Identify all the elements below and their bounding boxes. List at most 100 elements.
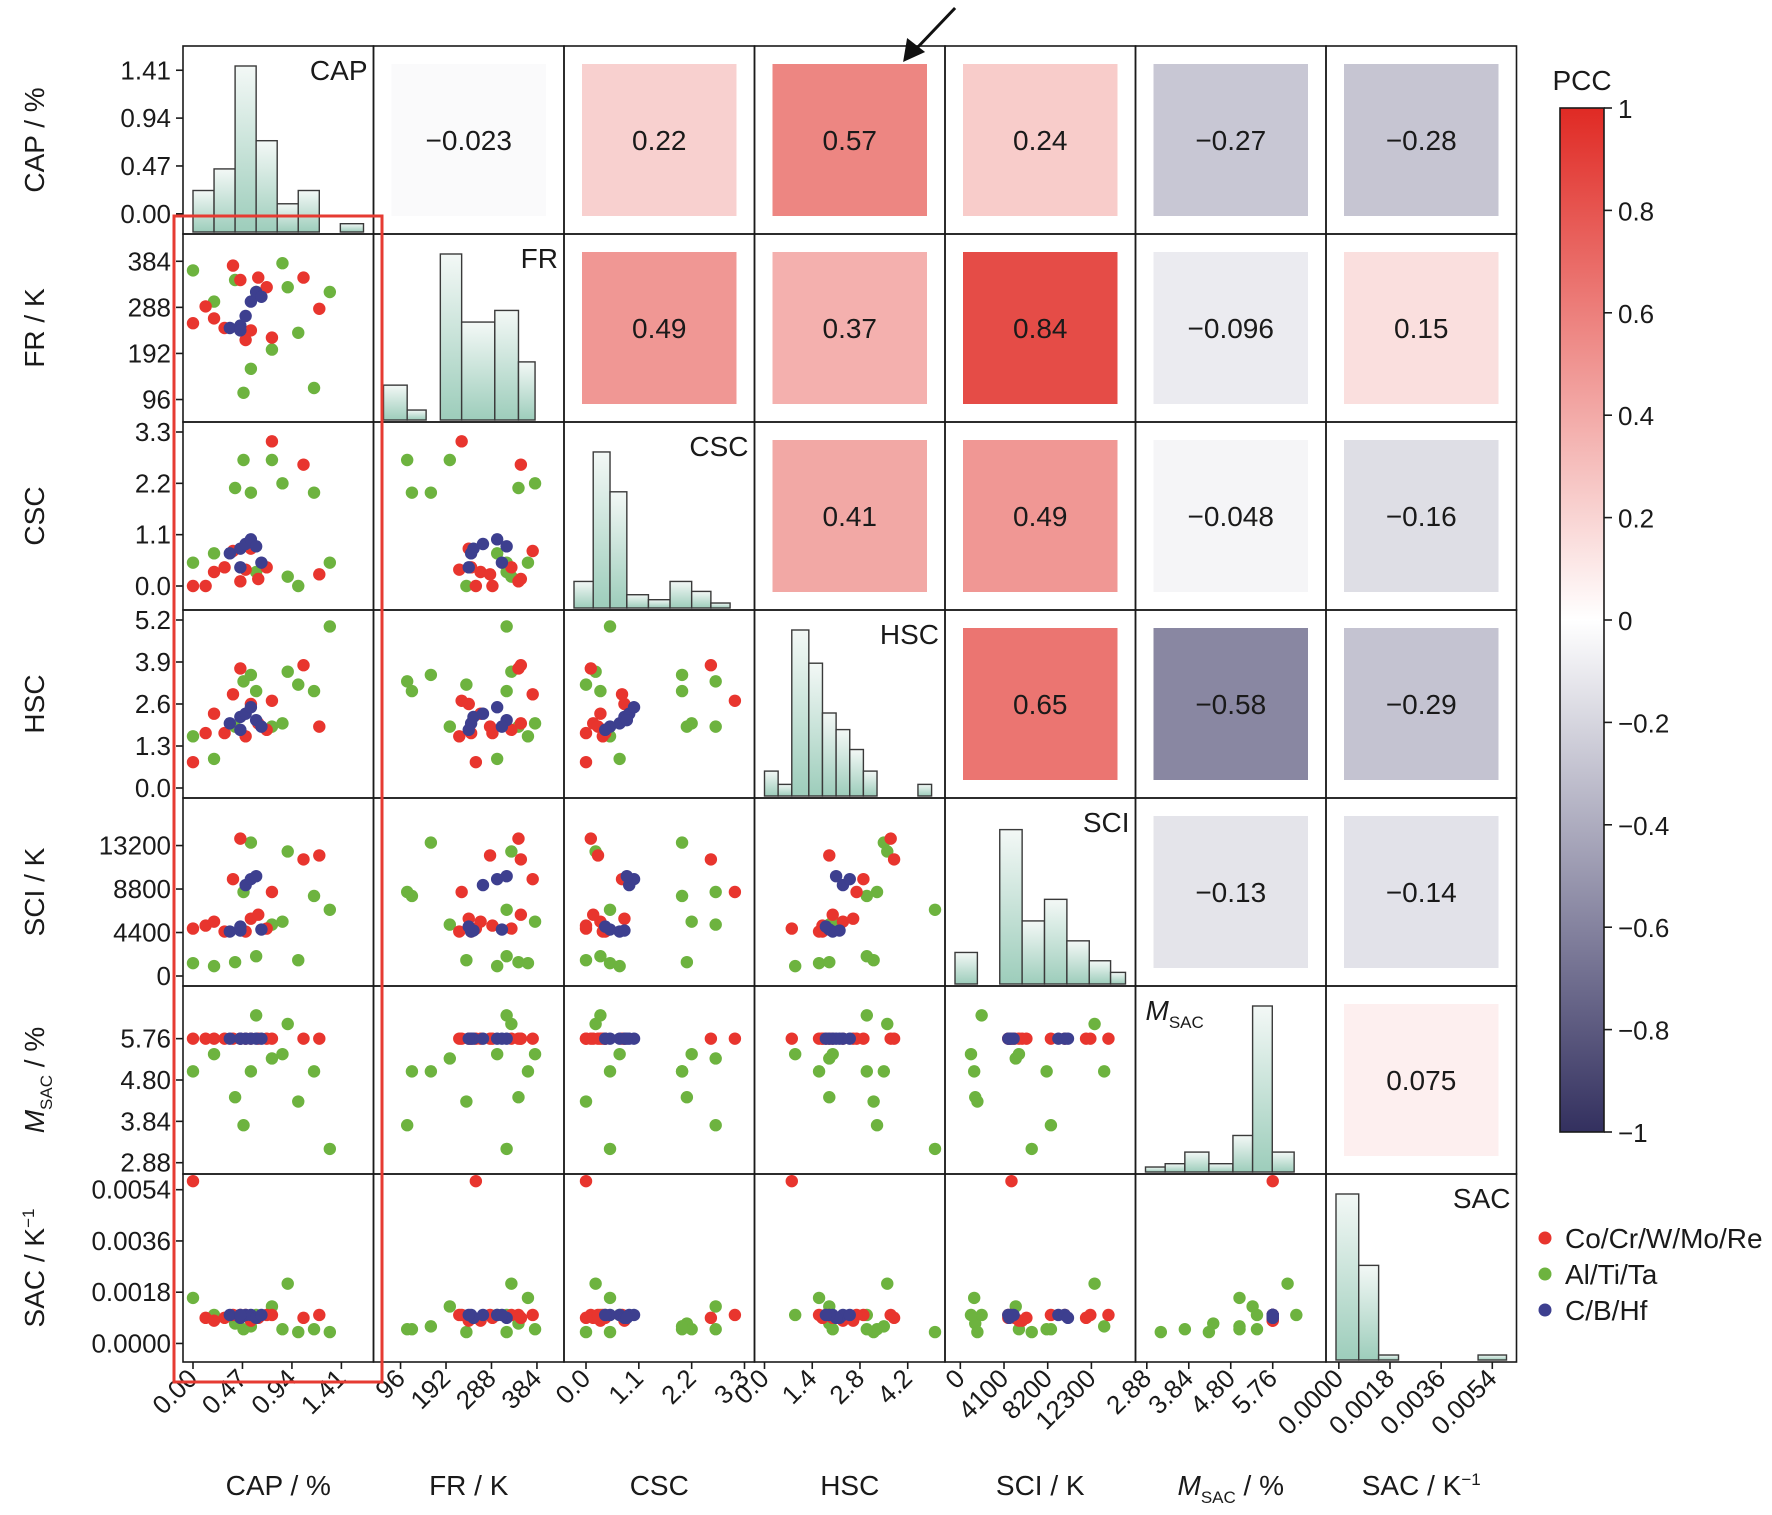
point-Al/Ti/Ta <box>276 257 289 270</box>
point-Al/Ti/Ta <box>579 1095 593 1108</box>
arrow-shaft <box>914 6 957 52</box>
corr-value: −0.023 <box>426 125 512 156</box>
corr-square <box>963 628 1118 780</box>
y-tick-label: 1.3 <box>135 731 171 761</box>
point-Al/Ti/Ta <box>709 1323 722 1336</box>
cell-HSC-SCI: 0.65 <box>963 628 1118 780</box>
hist-bar <box>1232 1134 1254 1173</box>
hist-bar <box>517 361 536 421</box>
point-Al/Ti/Ta <box>579 1325 593 1339</box>
point-Co/Cr/W/Mo/Re <box>313 720 326 733</box>
x-axis-label: FR / K <box>429 1470 509 1501</box>
y-tick-label: 0.0054 <box>91 1175 171 1205</box>
point-Al/Ti/Ta <box>460 678 473 691</box>
cell-SCI-CSC <box>579 832 742 973</box>
point-Co/Cr/W/Mo/Re <box>846 912 860 925</box>
legend-marker <box>1538 1267 1552 1281</box>
point-Co/Cr/W/Mo/Re <box>218 561 231 574</box>
point-Al/Ti/Ta <box>276 1323 289 1336</box>
point-C/B/Hf <box>833 924 846 937</box>
y-tick-label: 2.88 <box>120 1148 171 1178</box>
cell-frame <box>563 1173 756 1363</box>
point-Al/Ti/Ta <box>812 1291 826 1305</box>
cell-SAC-CAP <box>186 1174 337 1339</box>
point-Al/Ti/Ta <box>967 1065 981 1078</box>
point-Al/Ti/Ta <box>207 547 221 560</box>
hist-bar <box>592 451 611 609</box>
y-label-main: M <box>19 1109 50 1133</box>
cell-frame <box>182 1173 375 1363</box>
point-Al/Ti/Ta <box>249 1009 263 1022</box>
point-Co/Cr/W/Mo/Re <box>265 331 279 344</box>
corr-value: 0.84 <box>1013 313 1068 344</box>
point-Al/Ti/Ta <box>709 918 722 931</box>
colorbar-tick-label: 0.2 <box>1618 504 1654 534</box>
point-Al/Ti/Ta <box>265 343 279 356</box>
colorbar <box>1559 107 1605 1133</box>
y-label-sub: SAC <box>37 1075 56 1110</box>
point-Co/Cr/W/Mo/Re <box>483 849 497 862</box>
point-Al/Ti/Ta <box>1088 1017 1101 1031</box>
hist-bar <box>1271 1151 1295 1173</box>
point-Co/Cr/W/Mo/Re <box>514 1032 528 1045</box>
point-Al/Ti/Ta <box>823 955 836 969</box>
y-tick-label: 2.6 <box>135 689 171 719</box>
cell-HSC-HSC: HSC <box>763 619 939 797</box>
corr-square <box>1153 816 1308 968</box>
colorbar-tick-label: 0.8 <box>1618 196 1654 226</box>
point-C/B/Hf <box>495 720 509 733</box>
cell-CSC-SAC: −0.16 <box>1344 440 1499 592</box>
point-Al/Ti/Ta <box>323 285 337 299</box>
diagonal-label: MSAC <box>1146 995 1204 1032</box>
cell-frame <box>1325 1173 1518 1363</box>
point-C/B/Hf <box>223 547 237 560</box>
point-Co/Cr/W/Mo/Re <box>313 1308 326 1322</box>
corr-value: −0.14 <box>1386 877 1457 908</box>
hist-bar <box>609 491 628 609</box>
point-Co/Cr/W/Mo/Re <box>728 885 742 899</box>
hist-bar <box>1184 1151 1210 1173</box>
point-Co/Cr/W/Mo/Re <box>615 688 629 701</box>
point-Al/Ti/Ta <box>975 1308 988 1322</box>
cell-MSAC-CAP <box>186 1009 337 1156</box>
point-Co/Cr/W/Mo/Re <box>469 755 483 769</box>
corr-value: −0.27 <box>1195 125 1266 156</box>
x-axis-label: SCI / K <box>996 1470 1085 1501</box>
point-C/B/Hf <box>462 920 475 933</box>
hist-bar <box>1358 1264 1380 1361</box>
x-tick-label: 1.4 <box>776 1363 823 1410</box>
x-label-sup: −1 <box>1461 1470 1480 1489</box>
corr-square <box>963 440 1118 592</box>
point-Co/Cr/W/Mo/Re <box>199 726 212 740</box>
point-Al/Ti/Ta <box>505 1277 518 1290</box>
point-Co/Cr/W/Mo/Re <box>297 1032 310 1045</box>
point-Al/Ti/Ta <box>788 959 802 973</box>
point-C/B/Hf <box>249 869 263 883</box>
corr-value: −0.29 <box>1386 689 1457 720</box>
point-Co/Cr/W/Mo/Re <box>244 324 258 337</box>
point-Co/Cr/W/Mo/Re <box>728 1032 742 1045</box>
point-Al/Ti/Ta <box>826 1047 839 1061</box>
y-tick-label: 288 <box>128 292 171 322</box>
point-Al/Ti/Ta <box>860 1065 873 1078</box>
cell-SCI-FR <box>400 832 542 973</box>
diag-label-main: M <box>1146 995 1170 1026</box>
cell-CAP-CSC: 0.22 <box>582 64 737 216</box>
point-Al/Ti/Ta <box>186 956 200 970</box>
point-Al/Ti/Ta <box>877 1065 891 1078</box>
point-Al/Ti/Ta <box>400 675 414 688</box>
hist-bar <box>1144 1166 1166 1173</box>
point-Al/Ti/Ta <box>186 264 200 277</box>
colorbar-tick-label: 0.4 <box>1618 401 1654 431</box>
legend-marker <box>1538 1303 1552 1317</box>
point-Co/Cr/W/Mo/Re <box>887 853 901 866</box>
point-Co/Cr/W/Mo/Re <box>785 1032 798 1045</box>
point-Al/Ti/Ta <box>443 1300 457 1313</box>
point-Co/Cr/W/Mo/Re <box>728 1308 742 1322</box>
point-C/B/Hf <box>476 1032 490 1045</box>
point-C/B/Hf <box>843 872 856 886</box>
point-C/B/Hf <box>829 869 843 883</box>
point-C/B/Hf <box>495 556 509 569</box>
